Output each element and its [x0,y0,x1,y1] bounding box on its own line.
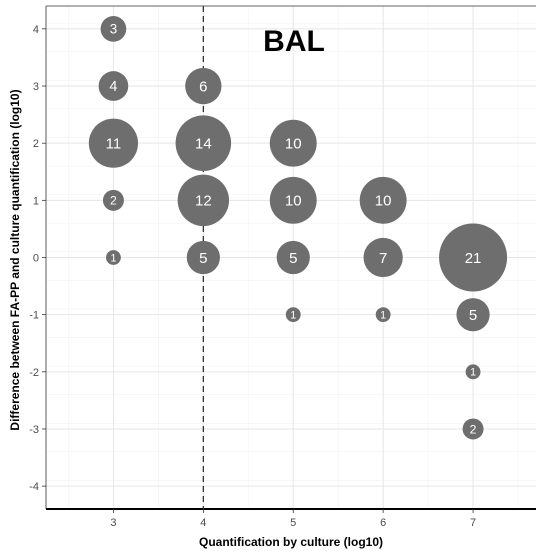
x-tick-label: 6 [380,517,386,529]
bubble-label: 6 [199,78,207,95]
bubble-label: 1 [470,367,476,379]
bubble-label: 7 [379,250,387,267]
y-axis-title: Difference between FA-PP and culture qua… [8,89,22,430]
bubble [462,418,484,440]
bubble-label: 5 [199,250,207,267]
bubble [177,174,230,227]
y-tick-label: -2 [29,367,39,379]
bubble [175,115,232,171]
bubble [98,71,129,101]
bubble-label: 21 [465,250,482,267]
bubble-label: 1 [380,310,386,322]
y-tick-label: 2 [33,138,39,150]
bubble [186,240,220,275]
bubble-label: 12 [195,193,212,210]
x-tick-label: 3 [110,517,116,529]
y-tick-label: -1 [29,310,39,322]
bubble-label: 4 [109,79,117,95]
bubble-label: 10 [375,193,392,210]
y-tick-label: 1 [33,195,39,207]
bubble-label: 3 [110,22,117,37]
x-tick-label: 5 [290,517,296,529]
bubble-label: 10 [285,136,302,153]
bubble [359,176,407,224]
bubble [363,237,403,278]
bubble-label: 1 [110,252,116,264]
y-tick-label: -3 [29,424,39,436]
bubble [465,364,481,380]
bubble [102,189,124,211]
bubble [285,307,301,323]
x-axis-title: Quantification by culture (log10) [199,535,383,549]
y-tick-label: -4 [29,481,39,493]
bubble [100,16,127,42]
bubble [375,307,391,323]
bubble [269,176,317,224]
bubble [456,298,490,332]
y-tick-label: 0 [33,253,39,265]
bubble-label: 11 [106,136,122,153]
y-tick-label: 3 [33,81,39,93]
bubble-label: 5 [469,307,477,324]
y-tick-label: 4 [33,24,39,36]
bubble-label: 10 [285,193,302,210]
bubble [276,240,310,275]
bubble-label: 5 [289,250,297,267]
bubble-label: 14 [195,136,212,153]
chart-title: BAL [263,25,325,58]
x-tick-label: 7 [470,517,476,529]
bubble-label: 2 [470,422,477,436]
bubble [269,119,317,167]
bubble-label: 2 [110,194,117,208]
bubble [106,250,121,265]
bubble [439,223,508,292]
x-tick-label: 4 [200,517,206,529]
bubble-label: 1 [290,310,296,322]
bubble [88,118,139,168]
bubble [185,67,222,105]
